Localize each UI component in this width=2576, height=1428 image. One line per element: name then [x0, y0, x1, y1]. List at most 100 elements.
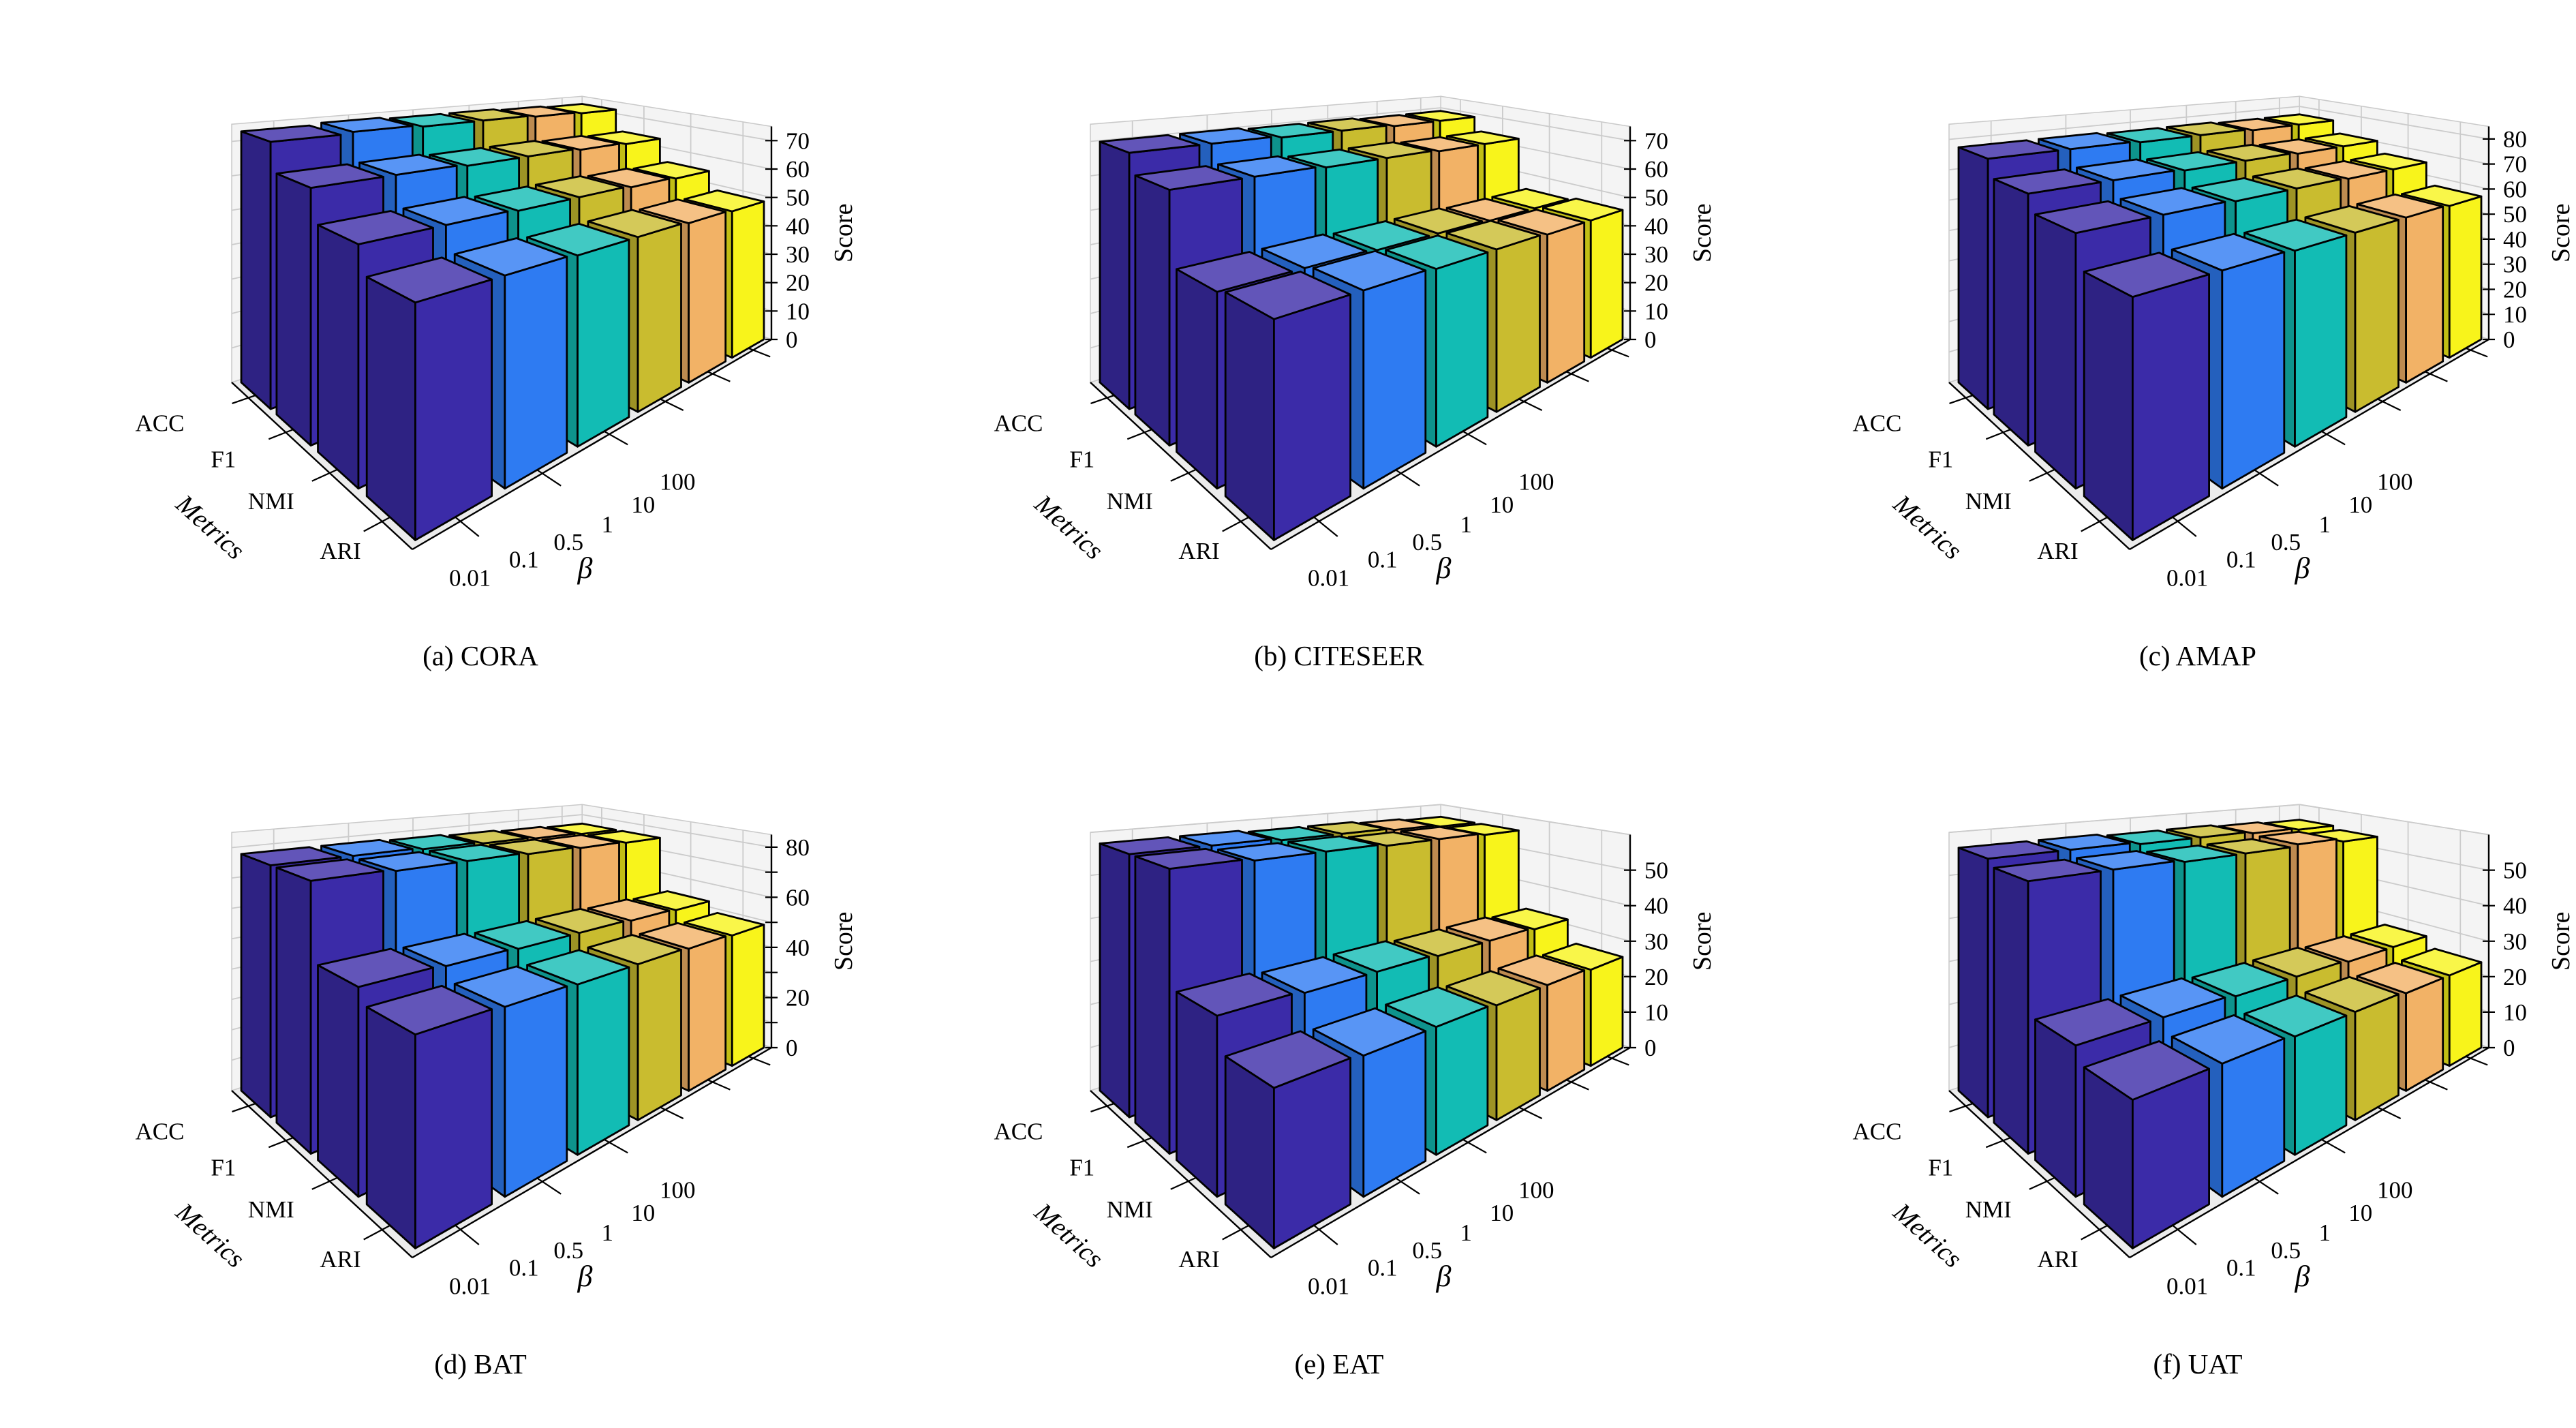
z-tick-label: 30	[1644, 928, 1668, 955]
metrics-tick-label: NMI	[248, 1196, 294, 1223]
z-tick-label: 50	[2503, 857, 2527, 884]
bar-ARI-0.01	[365, 984, 493, 1249]
bar-ARI-0.01	[1224, 1030, 1351, 1249]
z-tick-label: 50	[2503, 201, 2527, 228]
beta-tick-label: 10	[631, 491, 655, 518]
z-tick-label: 30	[2503, 928, 2527, 955]
metrics-axis-title: Metrics	[1028, 489, 1109, 565]
bars	[1099, 110, 1624, 541]
metrics-tick-label: NMI	[1965, 488, 2012, 515]
z-tick-label: 60	[786, 884, 810, 911]
subplot-a: 0 10 20 30 40 50 60 70 Score 0.01 0.1 0.5 1 10 100 β ACC…	[27, 11, 886, 720]
z-tick-label: 60	[2503, 176, 2527, 202]
z-tick-label: 40	[1644, 213, 1668, 239]
beta-tick-label: 0.1	[2226, 1254, 2256, 1281]
metrics-tick-label: ARI	[2037, 538, 2078, 564]
beta-tick-label: 1	[2318, 1219, 2331, 1246]
beta-tick-label: 10	[631, 1200, 655, 1226]
z-tick-label: 10	[786, 298, 810, 324]
bar-ARI-0.01	[2083, 1040, 2210, 1249]
z-tick-label: 40	[786, 213, 810, 239]
beta-tick-label: 0.1	[509, 546, 539, 573]
beta-tick-label: 10	[2348, 1200, 2372, 1226]
bars	[1099, 815, 1624, 1249]
bar-ARI-0.01	[365, 256, 493, 541]
z-tick-label: 60	[786, 156, 810, 183]
z-axis-labels: 0 10 20 30 40 50 Score	[1624, 857, 1717, 1061]
beta-tick-label: 1	[601, 511, 613, 538]
subplot-c: 0 10 20 30 40 50 60 70 80 Score 0.01 0.1 0.5 1 10 100 β A…	[1745, 11, 2576, 720]
beta-tick-label: 0.5	[2271, 529, 2301, 556]
beta-tick-label: 0.01	[449, 565, 491, 592]
metrics-axis-title: Metrics	[1887, 1197, 1967, 1273]
metrics-tick-label: NMI	[1965, 1196, 2012, 1223]
z-tick-label: 40	[2503, 893, 2527, 920]
subplot-a-caption: (a) CORA	[423, 640, 538, 671]
z-tick-label: 20	[2503, 277, 2527, 303]
metrics-tick-label: ARI	[320, 538, 361, 564]
metrics-tick-label: ACC	[136, 1119, 185, 1145]
score-axis-title: Score	[2547, 912, 2575, 971]
beta-tick-label: 0.1	[509, 1254, 539, 1281]
z-tick-label: 30	[1644, 241, 1668, 268]
metrics-tick-label: ARI	[1178, 1246, 1219, 1273]
score-axis-title: Score	[1688, 912, 1717, 971]
beta-tick-label: 0.01	[2166, 565, 2208, 592]
beta-axis-title: β	[1436, 551, 1452, 585]
beta-tick-label: 100	[1518, 1177, 1554, 1204]
subplot-e-caption: (e) EAT	[1294, 1348, 1384, 1380]
z-tick-label: 40	[1644, 893, 1668, 920]
beta-axis-title: β	[577, 1260, 593, 1293]
z-tick-label: 40	[786, 935, 810, 961]
subplot-b: 0 10 20 30 40 50 60 70 Score 0.01 0.1 0.5 1 10 100 β ACC…	[886, 11, 1745, 720]
beta-tick-label: 0.01	[1308, 565, 1349, 592]
subplot-f-caption: (f) UAT	[2153, 1348, 2243, 1380]
beta-axis-title: β	[2295, 1260, 2310, 1293]
z-axis-labels: 0 10 20 30 40 50 Score	[2483, 857, 2575, 1061]
z-tick-label: 70	[1644, 127, 1668, 154]
subplot-e: 0 10 20 30 40 50 Score 0.01 0.1 0.5 1 10 100 β ACC F1 NM…	[886, 719, 1745, 1428]
subplot-f: 0 10 20 30 40 50 Score 0.01 0.1 0.5 1 10 100 β ACC F1 NM…	[1745, 719, 2576, 1428]
z-tick-label: 20	[786, 985, 810, 1012]
beta-tick-label: 100	[2377, 469, 2413, 496]
subplot-a-canvas: 010203040506070Score0.010.10.5110100βACC…	[136, 95, 858, 592]
z-tick-label: 10	[1644, 999, 1668, 1026]
beta-tick-label: 0.01	[1308, 1273, 1349, 1300]
beta-tick-label: 0.5	[1412, 1237, 1442, 1264]
z-tick-label: 0	[786, 1035, 798, 1061]
score-axis-title: Score	[829, 912, 858, 971]
beta-axis-title: β	[1436, 1260, 1452, 1293]
subplot-f-canvas: 01020304050Score0.010.10.5110100βACCF1NM…	[1853, 804, 2575, 1300]
z-tick-label: 40	[2503, 226, 2527, 253]
z-tick-label: 10	[2503, 999, 2527, 1026]
z-tick-label: 80	[786, 834, 810, 861]
beta-tick-label: 100	[660, 1177, 696, 1204]
z-tick-label: 0	[1644, 1035, 1657, 1061]
metrics-tick-label: F1	[211, 1154, 236, 1181]
z-tick-label: 50	[1644, 185, 1668, 211]
beta-tick-label: 0.1	[1368, 1254, 1398, 1281]
metrics-tick-label: ACC	[1853, 1119, 1902, 1145]
beta-tick-label: 10	[1490, 1200, 1514, 1226]
beta-tick-label: 0.5	[553, 1237, 583, 1264]
beta-tick-label: 0.01	[2166, 1273, 2208, 1300]
z-tick-label: 0	[2503, 326, 2515, 353]
subplot-c-canvas: 01020304050607080Score0.010.10.5110100βA…	[1853, 95, 2575, 592]
metrics-axis-title: Metrics	[170, 1197, 250, 1273]
z-tick-label: 70	[786, 127, 810, 154]
beta-tick-label: 0.5	[553, 529, 583, 556]
z-tick-label: 50	[1644, 857, 1668, 884]
bar-ARI-0.01	[1224, 271, 1351, 541]
beta-tick-label: 0.1	[1368, 546, 1398, 573]
z-tick-label: 20	[1644, 964, 1668, 990]
z-tick-label: 10	[2503, 301, 2527, 328]
beta-tick-label: 1	[601, 1219, 613, 1246]
score-axis-title: Score	[1688, 204, 1717, 263]
metrics-tick-label: F1	[1069, 446, 1094, 472]
subplot-d-caption: (d) BAT	[434, 1348, 527, 1380]
